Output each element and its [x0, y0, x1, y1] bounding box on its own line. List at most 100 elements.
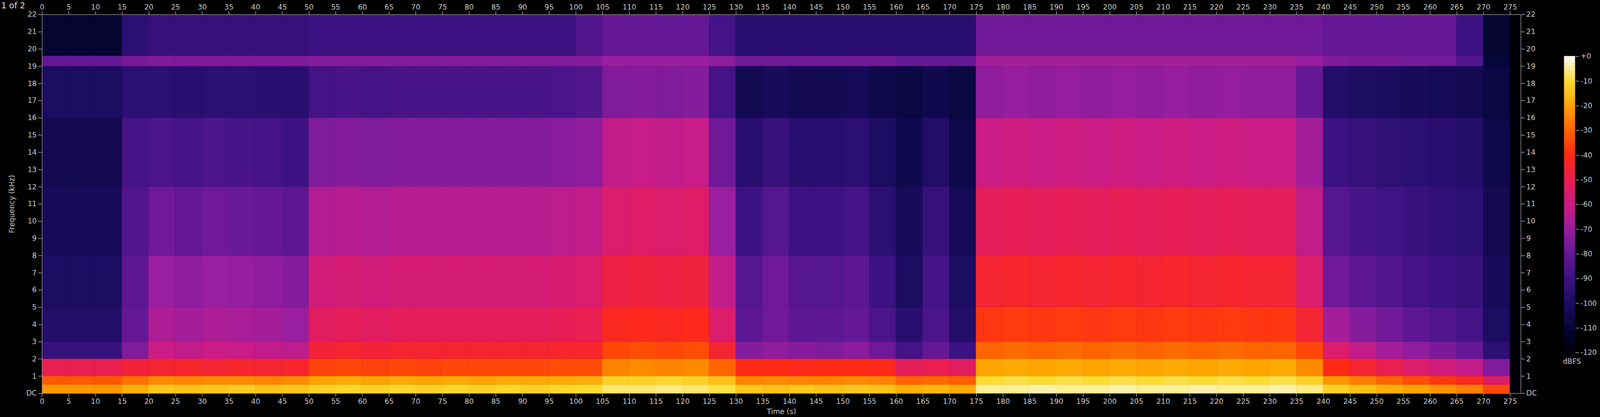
svg-text:5: 5 — [1526, 302, 1532, 312]
svg-text:11: 11 — [1526, 199, 1536, 208]
svg-text:40: 40 — [251, 2, 261, 12]
svg-text:70: 70 — [411, 397, 421, 406]
svg-text:0: 0 — [40, 2, 45, 12]
svg-text:6: 6 — [1526, 285, 1532, 294]
svg-text:165: 165 — [916, 397, 931, 406]
svg-text:235: 235 — [1289, 397, 1304, 406]
svg-text:195: 195 — [1076, 2, 1091, 12]
svg-text:150: 150 — [835, 2, 850, 12]
svg-text:200: 200 — [1102, 397, 1117, 406]
svg-text:-100: -100 — [1580, 299, 1598, 308]
svg-text:35: 35 — [224, 2, 234, 12]
svg-text:105: 105 — [595, 397, 610, 406]
svg-text:-90: -90 — [1580, 274, 1593, 283]
svg-text:15: 15 — [117, 397, 127, 406]
svg-text:15: 15 — [27, 130, 37, 140]
svg-text:4: 4 — [32, 320, 38, 329]
svg-text:16: 16 — [27, 113, 37, 122]
svg-text:65: 65 — [384, 2, 394, 12]
svg-text:Frequency (kHz): Frequency (kHz) — [7, 174, 17, 233]
svg-text:210: 210 — [1156, 397, 1171, 406]
svg-text:240: 240 — [1316, 397, 1331, 406]
svg-text:140: 140 — [782, 2, 797, 12]
svg-text:260: 260 — [1423, 397, 1438, 406]
svg-text:5: 5 — [32, 302, 38, 312]
svg-text:215: 215 — [1183, 397, 1198, 406]
svg-text:265: 265 — [1450, 397, 1464, 406]
svg-text:205: 205 — [1129, 397, 1144, 406]
svg-text:130: 130 — [729, 397, 744, 406]
svg-text:250: 250 — [1370, 2, 1384, 12]
svg-text:10: 10 — [90, 2, 100, 12]
svg-text:230: 230 — [1263, 397, 1278, 406]
svg-text:190: 190 — [1049, 2, 1064, 12]
svg-text:185: 185 — [1022, 397, 1037, 406]
svg-text:70: 70 — [411, 2, 421, 12]
svg-text:18: 18 — [27, 79, 37, 88]
svg-text:100: 100 — [568, 397, 583, 406]
svg-text:170: 170 — [942, 397, 957, 406]
svg-text:120: 120 — [675, 397, 690, 406]
svg-text:175: 175 — [969, 2, 984, 12]
svg-text:6: 6 — [32, 285, 38, 294]
svg-text:60: 60 — [357, 2, 367, 12]
svg-text:90: 90 — [518, 397, 528, 406]
svg-text:80: 80 — [464, 2, 474, 12]
svg-text:30: 30 — [197, 2, 207, 12]
svg-text:-50: -50 — [1580, 175, 1593, 184]
svg-text:8: 8 — [32, 251, 38, 260]
svg-text:-10: -10 — [1580, 77, 1593, 86]
svg-text:230: 230 — [1263, 2, 1278, 12]
svg-text:21: 21 — [1526, 27, 1536, 36]
svg-text:145: 145 — [809, 397, 824, 406]
svg-text:1: 1 — [1526, 371, 1532, 381]
svg-text:2: 2 — [32, 354, 38, 363]
svg-text:7: 7 — [1526, 268, 1532, 278]
svg-text:85: 85 — [491, 397, 501, 406]
svg-text:225: 225 — [1236, 397, 1251, 406]
svg-text:245: 245 — [1343, 397, 1358, 406]
svg-text:75: 75 — [438, 2, 448, 12]
svg-text:220: 220 — [1209, 2, 1224, 12]
svg-text:140: 140 — [782, 397, 797, 406]
svg-text:7: 7 — [32, 268, 38, 278]
svg-text:205: 205 — [1129, 2, 1144, 12]
svg-text:95: 95 — [544, 397, 554, 406]
svg-text:160: 160 — [889, 397, 904, 406]
svg-text:15: 15 — [1526, 130, 1536, 140]
svg-text:130: 130 — [729, 2, 744, 12]
svg-text:20: 20 — [1526, 44, 1536, 54]
svg-text:20: 20 — [27, 44, 37, 54]
svg-text:14: 14 — [1526, 148, 1536, 157]
svg-text:115: 115 — [648, 397, 663, 406]
svg-text:160: 160 — [889, 2, 904, 12]
svg-text:3: 3 — [32, 337, 38, 346]
svg-text:115: 115 — [648, 2, 663, 12]
svg-text:60: 60 — [357, 397, 367, 406]
svg-text:185: 185 — [1022, 2, 1037, 12]
svg-text:85: 85 — [491, 2, 501, 12]
svg-text:45: 45 — [277, 2, 287, 12]
svg-text:190: 190 — [1049, 397, 1064, 406]
svg-text:DC: DC — [1526, 388, 1538, 398]
svg-text:+0: +0 — [1580, 51, 1592, 61]
svg-text:225: 225 — [1236, 2, 1251, 12]
svg-text:40: 40 — [251, 397, 261, 406]
svg-text:19: 19 — [1526, 62, 1536, 71]
svg-text:20: 20 — [144, 397, 154, 406]
svg-text:17: 17 — [27, 96, 37, 105]
svg-text:20: 20 — [144, 2, 154, 12]
svg-text:11: 11 — [27, 199, 37, 208]
svg-text:210: 210 — [1156, 2, 1171, 12]
svg-text:155: 155 — [862, 397, 877, 406]
svg-text:120: 120 — [675, 2, 690, 12]
svg-text:1: 1 — [32, 371, 38, 381]
svg-text:170: 170 — [942, 2, 957, 12]
svg-text:265: 265 — [1450, 2, 1464, 12]
svg-text:-120: -120 — [1580, 348, 1598, 357]
svg-text:155: 155 — [862, 2, 877, 12]
svg-text:55: 55 — [331, 2, 341, 12]
svg-text:30: 30 — [197, 397, 207, 406]
svg-text:165: 165 — [916, 2, 931, 12]
svg-text:110: 110 — [622, 397, 637, 406]
